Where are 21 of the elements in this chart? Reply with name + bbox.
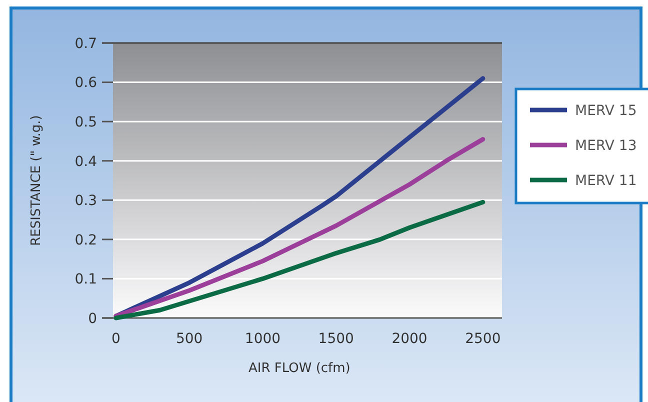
x-tick-label: 1000 (244, 331, 281, 347)
legend-label: MERV 15 (575, 102, 637, 119)
y-tick-label: 0.3 (74, 193, 97, 210)
y-axis-title: RESISTANCE (" w.g.) (29, 115, 44, 246)
x-axis-title: AIR FLOW (cfm) (248, 361, 350, 376)
x-tick-label: 2500 (465, 331, 501, 347)
legend-label: MERV 11 (575, 172, 637, 189)
line-series (114, 137, 486, 318)
y-tick-label: 0.5 (74, 114, 97, 130)
y-tick-label: 0.4 (74, 154, 98, 170)
x-tick-label: 1500 (318, 331, 354, 347)
y-tick-label: 0.2 (74, 232, 97, 248)
y-tick-label: 0.6 (74, 75, 98, 92)
y-tick-label: 0 (88, 310, 97, 327)
legend-label: MERV 13 (575, 138, 637, 154)
x-tick-label: 2000 (392, 331, 428, 347)
x-tick-label: 0 (111, 331, 120, 347)
x-tick-label: 500 (176, 331, 203, 347)
y-tick-label: 0.7 (74, 36, 97, 52)
line-series (114, 200, 486, 320)
y-tick-label: 0.1 (74, 272, 97, 288)
